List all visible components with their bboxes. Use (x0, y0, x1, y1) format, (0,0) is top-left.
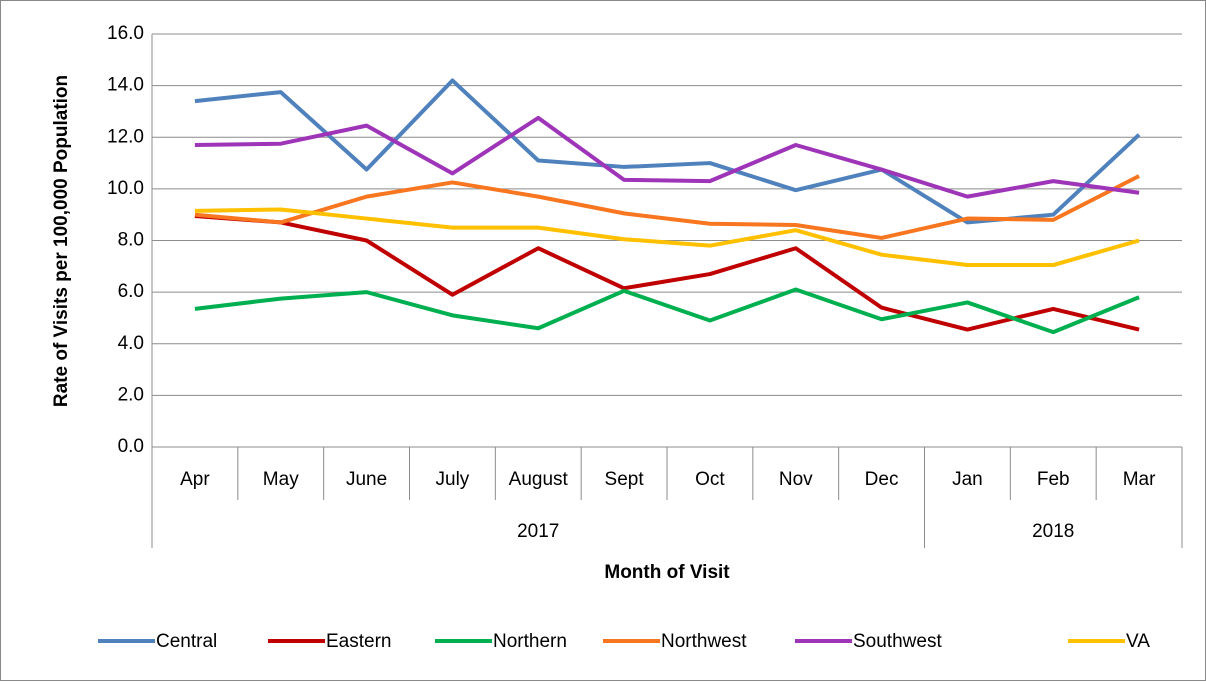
legend-label: Eastern (326, 631, 391, 652)
x-tick-label: Sept (605, 469, 645, 490)
legend-label: VA (1126, 631, 1150, 652)
y-tick-label: 4.0 (118, 333, 144, 354)
series-line (194, 207, 1140, 268)
series-line (194, 213, 1140, 332)
x-tick-label: Dec (865, 469, 899, 490)
y-tick-label: 16.0 (107, 23, 144, 44)
series-line (194, 174, 1140, 240)
y-tick-label: 10.0 (107, 178, 144, 199)
x-group-label: 2017 (517, 521, 559, 542)
x-tick-label: August (509, 469, 569, 490)
y-tick-label: 0.0 (118, 436, 144, 457)
x-tick-label: May (263, 469, 299, 490)
series-line (194, 78, 1141, 225)
legend-label: Northwest (661, 631, 747, 652)
x-tick-label: July (436, 469, 470, 490)
y-tick-label: 12.0 (107, 126, 144, 147)
y-tick-label: 6.0 (118, 281, 144, 302)
x-tick-label: Apr (180, 469, 210, 490)
x-tick-label: Nov (779, 469, 813, 490)
series-line (194, 115, 1140, 199)
x-axis-label: Month of Visit (604, 562, 730, 583)
x-tick-label: Jan (952, 469, 983, 490)
y-tick-label: 2.0 (118, 384, 144, 405)
legend-label: Central (156, 631, 217, 652)
x-tick-label: Oct (695, 469, 725, 490)
y-tick-label: 14.0 (107, 75, 144, 96)
x-tick-label: Mar (1123, 469, 1156, 490)
series-line (194, 287, 1140, 335)
x-group-label: 2018 (1032, 521, 1074, 542)
y-axis-label: Rate of Visits per 100,000 Population (51, 75, 72, 407)
legend-label: Northern (493, 631, 567, 652)
legend-label: Southwest (853, 631, 942, 652)
y-tick-label: 8.0 (118, 230, 144, 251)
x-tick-label: Feb (1037, 469, 1070, 490)
x-tick-label: June (346, 469, 387, 490)
